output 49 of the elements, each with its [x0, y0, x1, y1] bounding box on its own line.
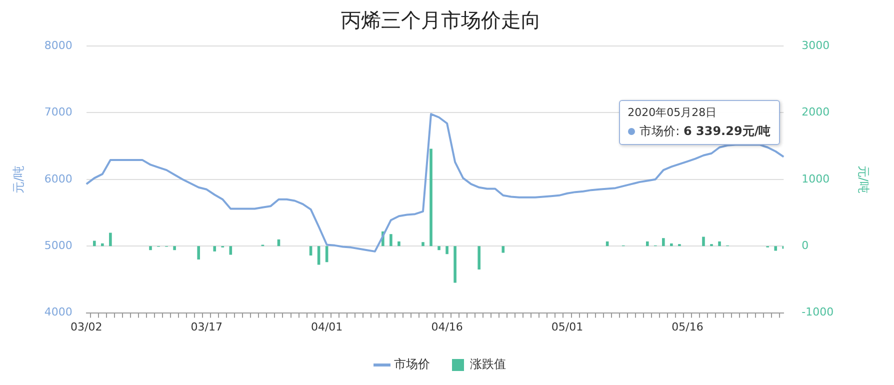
bar: [478, 246, 480, 270]
bar: [309, 246, 312, 256]
y2-axis-title: 元/吨: [856, 165, 871, 194]
bar: [774, 246, 778, 251]
x-tick-label: 04/16: [431, 320, 463, 334]
bar: [398, 241, 400, 246]
y-tick-label: 5000: [44, 238, 72, 252]
bar: [390, 234, 392, 246]
bar: [702, 236, 705, 246]
y2-tick-label: 1000: [802, 172, 830, 186]
x-tick-label: 04/01: [310, 320, 343, 334]
y2-tick-label: -1000: [802, 306, 834, 319]
legend-label: 涨跌值: [470, 357, 506, 372]
bar: [149, 246, 152, 250]
y-tick-label: 7000: [44, 106, 72, 119]
bar: [718, 241, 721, 246]
bar: [430, 148, 432, 246]
y-tick-label: 4000: [44, 306, 72, 319]
bar: [446, 246, 448, 254]
y-tick-label: 6000: [44, 172, 72, 186]
x-tick-label: 03/02: [70, 320, 102, 334]
bar: [109, 232, 112, 246]
y-tick-label: 8000: [44, 38, 72, 52]
bar: [101, 243, 104, 246]
y2-tick-label: 3000: [802, 38, 830, 52]
y-axis-title: 元/吨: [11, 165, 26, 194]
bar: [229, 246, 232, 255]
annotation: 2020年05月28日: [628, 104, 718, 120]
chart-title: 丙烯三个月市场价走向: [341, 8, 541, 32]
bar: [93, 240, 96, 246]
bar: [438, 246, 440, 250]
bar: [646, 241, 649, 246]
bar: [670, 243, 673, 246]
bar: [422, 242, 424, 246]
bar: [502, 246, 505, 253]
bar: [197, 246, 200, 260]
legend-label: 市场价: [394, 357, 430, 372]
annotation: 市场价: 6 339.29元/吨: [638, 122, 771, 140]
x-tick-label: 05/16: [672, 320, 704, 334]
bar: [454, 246, 456, 283]
bar: [173, 246, 176, 250]
y2-tick-label: 2000: [802, 106, 830, 119]
bar: [782, 246, 784, 249]
x-tick-label: 03/17: [190, 320, 222, 334]
bar: [213, 246, 216, 252]
x-tick-label: 05/01: [551, 320, 584, 334]
bar: [317, 246, 320, 265]
bar: [662, 238, 665, 246]
y2-tick-label: 0: [802, 238, 809, 252]
